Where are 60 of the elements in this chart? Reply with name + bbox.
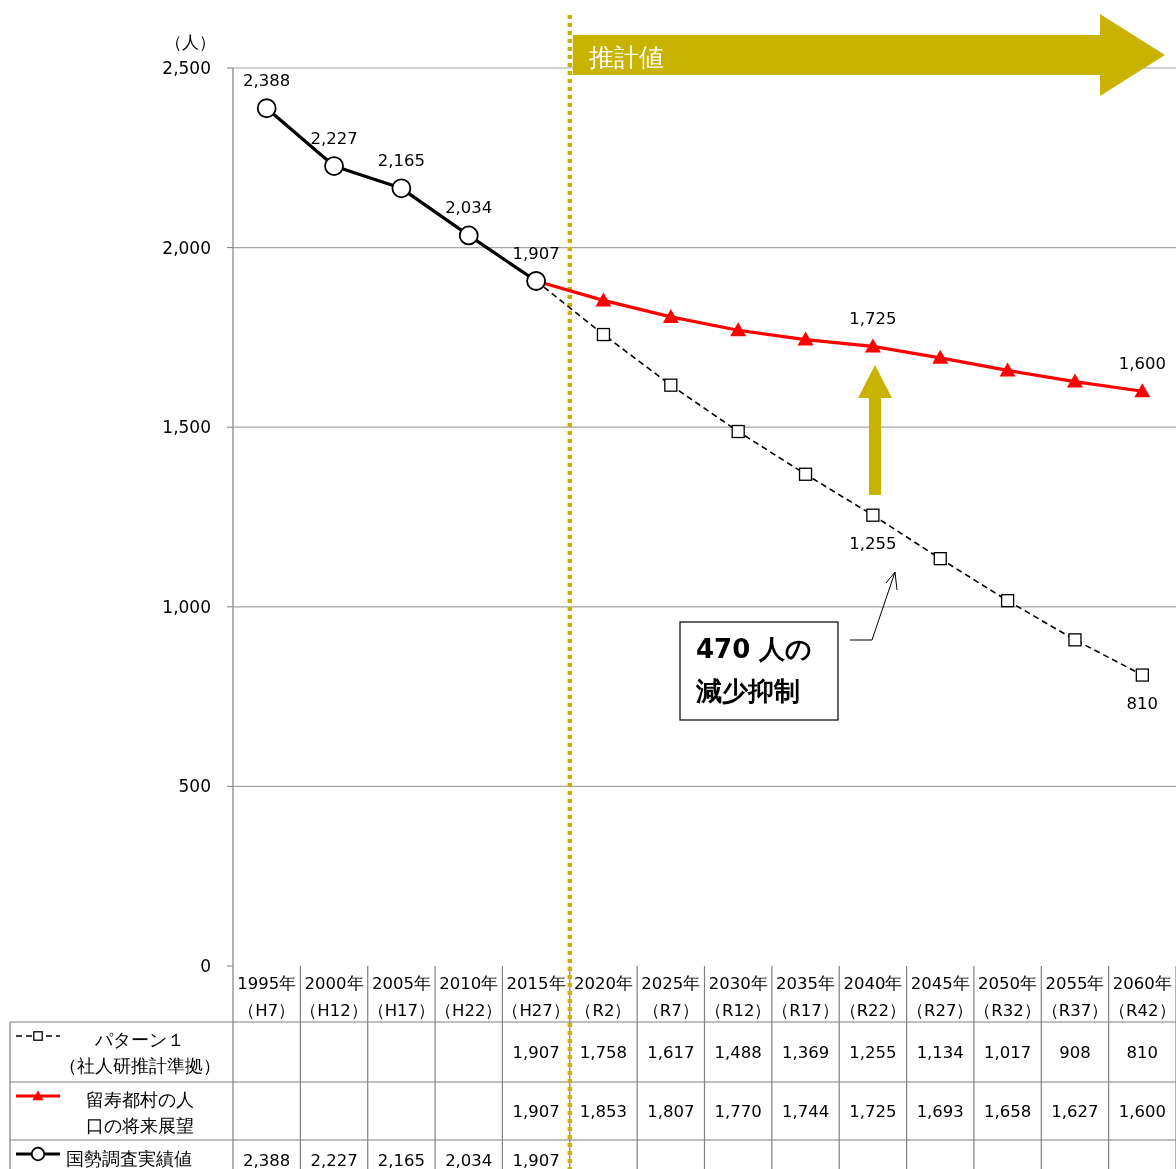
value-label: 1,725 — [849, 309, 897, 329]
table-value: 1,693 — [916, 1102, 964, 1121]
table-value: 1,807 — [647, 1102, 695, 1121]
table-value: 1,134 — [916, 1043, 964, 1062]
value-label: 2,388 — [243, 71, 291, 91]
xtick: 2010年（H22） — [435, 974, 503, 1020]
xtick: 2035年（R17） — [772, 974, 839, 1020]
ytick: 2,000 — [162, 237, 211, 258]
table-value: 1,758 — [579, 1043, 628, 1062]
ytick: 1,500 — [162, 417, 211, 438]
xtick: 2005年（H17） — [367, 974, 436, 1020]
xtick: 2055年（R37） — [1041, 974, 1109, 1020]
table-value: 2,388 — [243, 1151, 291, 1169]
table-value: 1,255 — [849, 1043, 897, 1062]
table-value: 1,369 — [781, 1043, 830, 1062]
ytick: 1,000 — [162, 596, 211, 617]
value-label: 1,907 — [512, 244, 560, 263]
table-value: 1,907 — [512, 1043, 560, 1062]
ytick: 2,500 — [162, 58, 211, 78]
table-value: 810 — [1126, 1043, 1159, 1062]
legend: 留寿都村の人口の将来展望 — [86, 1090, 194, 1136]
xtick: 2025年（R7） — [641, 974, 701, 1020]
table-value: 1,853 — [579, 1102, 628, 1121]
ytick: 0 — [200, 956, 211, 976]
xtick: 1995年（H7） — [237, 974, 297, 1020]
table-value: 1,770 — [714, 1102, 762, 1121]
table-value: 1,488 — [714, 1043, 762, 1062]
table-value: 1,017 — [984, 1043, 1032, 1062]
table-value: 2,034 — [445, 1151, 493, 1169]
legend: 国勢調査実績値 — [66, 1149, 192, 1169]
ytick: 500 — [178, 776, 211, 797]
xtick: 2050年（R32） — [974, 974, 1041, 1020]
table-value: 1,907 — [512, 1151, 560, 1169]
xtick: 2000年（H12） — [300, 974, 368, 1020]
value-label: 1,255 — [849, 534, 897, 554]
annotation: 推計値 — [588, 43, 664, 72]
value-label: 1,600 — [1118, 354, 1166, 374]
value-label: 2,165 — [377, 151, 425, 171]
xtick: 2040年（R22） — [839, 974, 907, 1020]
table-value: 1,627 — [1051, 1102, 1099, 1121]
xtick: 2030年（R12） — [704, 974, 772, 1020]
table-value: 2,165 — [377, 1151, 425, 1169]
xtick: 2060年（R42） — [1109, 974, 1176, 1020]
legend: パターン１（社人研推計準拠） — [59, 1030, 221, 1076]
xtick: 2045年（R27） — [907, 974, 974, 1020]
table-value: 1,600 — [1118, 1102, 1166, 1121]
annotation: 470 人の減少抑制 — [696, 634, 813, 706]
ylabel: （人） — [164, 32, 216, 52]
table-value: 1,907 — [512, 1102, 560, 1121]
value-label: 2,034 — [445, 198, 493, 218]
xtick: 2015年（H27） — [502, 974, 570, 1020]
table-value: 1,725 — [849, 1102, 897, 1121]
table-value: 2,227 — [310, 1151, 358, 1169]
value-label: 2,227 — [310, 129, 358, 149]
xtick: 2020年（R2） — [573, 974, 633, 1020]
table-value: 908 — [1059, 1043, 1091, 1062]
table-value: 1,658 — [984, 1102, 1032, 1121]
table-value: 1,617 — [647, 1043, 695, 1062]
table-value: 1,744 — [781, 1102, 830, 1121]
value-label: 810 — [1126, 694, 1159, 714]
